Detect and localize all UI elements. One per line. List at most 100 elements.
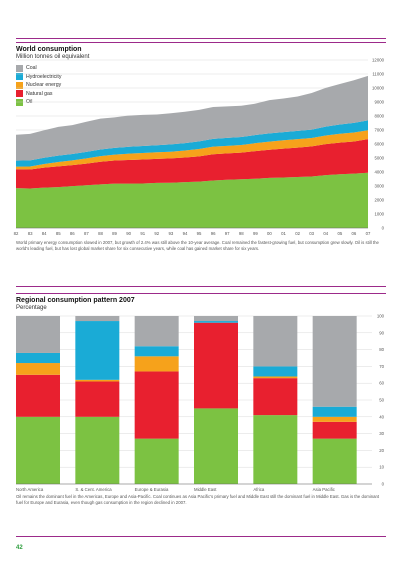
y-tick-label: 6000	[374, 142, 384, 147]
page-number: 42	[16, 545, 23, 551]
world-chart-note: World primary energy consumption slowed …	[16, 240, 379, 251]
bar-nuclear-energy	[253, 376, 298, 379]
bar-coal	[312, 316, 357, 407]
legend-label: Hydroelectricity	[26, 73, 62, 80]
legend-item-oil: Oil	[16, 98, 61, 107]
legend-swatch	[16, 81, 23, 89]
legend-item-coal: Coal	[16, 64, 61, 73]
area-coal	[16, 75, 368, 161]
bar-hydroelectricity	[312, 406, 357, 417]
y-tick-label: 2000	[374, 198, 384, 203]
bar-nuclear-energy	[16, 363, 60, 375]
bar-coal	[75, 316, 120, 322]
legend-swatch	[16, 98, 23, 106]
x-tick-label: 96	[211, 231, 216, 236]
bar-natural-gas	[312, 421, 357, 439]
y-tick-label: 4000	[374, 170, 384, 175]
x-tick-label: 94	[183, 231, 188, 236]
x-tick-label: 95	[197, 231, 202, 236]
y-tick-label: 1000	[374, 212, 384, 217]
x-tick-label: 92	[154, 231, 159, 236]
y-tick-label: 20	[379, 448, 384, 453]
x-category-label: Europe & Eurasia	[135, 487, 169, 492]
rule-bottom	[16, 536, 386, 537]
y-tick-label: 40	[379, 414, 384, 419]
bar-natural-gas	[134, 371, 179, 439]
legend-label: Oil	[26, 99, 33, 106]
world-chart-legend: Coal Hydroelectricity Nuclear energy Nat…	[16, 64, 61, 107]
x-tick-label: 90	[126, 231, 131, 236]
x-category-label: Middle East	[194, 487, 217, 492]
y-tick-label: 9000	[374, 100, 384, 105]
bar-hydroelectricity	[253, 366, 298, 377]
legend-swatch	[16, 64, 23, 72]
legend-item-hydro: Hydroelectricity	[16, 73, 61, 82]
y-tick-label: 5000	[374, 156, 384, 161]
bar-natural-gas	[253, 378, 298, 416]
y-tick-label: 50	[379, 398, 384, 403]
x-tick-label: 91	[140, 231, 145, 236]
bar-coal	[134, 316, 179, 347]
y-tick-label: 80	[379, 347, 384, 352]
x-tick-label: 86	[70, 231, 75, 236]
regional-chart-title: Regional consumption pattern 2007	[16, 297, 135, 304]
x-category-label: Asia Pacific	[313, 487, 336, 492]
legend-label: Natural gas	[26, 90, 53, 97]
y-tick-label: 0	[382, 226, 385, 231]
bar-oil	[75, 416, 120, 484]
x-tick-label: 04	[323, 231, 328, 236]
x-category-label: S. & Cent. America	[75, 487, 112, 492]
rule-mid-1	[16, 286, 386, 287]
regional-chart-note: Oil remains the dominant fuel in the Ame…	[16, 494, 380, 505]
legend-swatch	[16, 90, 23, 98]
bar-natural-gas	[16, 374, 60, 417]
regional-chart-subtitle: Percentage	[16, 305, 47, 311]
y-tick-label: 0	[382, 482, 385, 487]
y-tick-label: 90	[379, 330, 384, 335]
legend-label: Coal	[26, 65, 37, 72]
y-tick-label: 60	[379, 381, 384, 386]
bar-coal	[194, 316, 238, 322]
x-tick-label: 00	[267, 231, 272, 236]
y-tick-label: 30	[379, 431, 384, 436]
rule-top-1	[16, 38, 386, 39]
bar-hydroelectricity	[75, 321, 120, 380]
area-oil	[16, 172, 368, 228]
world-chart-title: World consumption	[16, 46, 82, 53]
y-tick-label: 7000	[374, 128, 384, 133]
y-tick-label: 10000	[372, 86, 385, 91]
bar-nuclear-energy	[134, 356, 179, 372]
x-tick-label: 85	[56, 231, 61, 236]
bar-oil	[134, 438, 179, 484]
x-tick-label: 05	[337, 231, 342, 236]
x-tick-label: 02	[295, 231, 300, 236]
x-tick-label: 89	[112, 231, 117, 236]
y-tick-label: 100	[377, 314, 385, 319]
legend-item-gas: Natural gas	[16, 90, 61, 99]
area-nuclear-energy	[16, 130, 368, 170]
x-tick-label: 83	[28, 231, 33, 236]
bar-hydroelectricity	[134, 346, 179, 357]
legend-label: Nuclear energy	[26, 82, 62, 89]
y-tick-label: 12000	[372, 58, 385, 63]
area-hydroelectricity	[16, 120, 368, 167]
y-tick-label: 8000	[374, 114, 384, 119]
bar-nuclear-energy	[312, 416, 357, 422]
bar-oil	[253, 415, 298, 484]
y-tick-label: 3000	[374, 184, 384, 189]
bar-coal	[16, 316, 60, 353]
bar-natural-gas	[75, 381, 120, 417]
bar-hydroelectricity	[16, 352, 60, 364]
bar-natural-gas	[194, 322, 238, 409]
bar-hydroelectricity	[194, 321, 238, 323]
bar-oil	[16, 416, 60, 484]
area-natural-gas	[16, 139, 368, 189]
y-tick-label: 70	[379, 364, 384, 369]
x-tick-label: 03	[309, 231, 314, 236]
x-category-label: North America	[16, 487, 44, 492]
y-tick-label: 10	[379, 465, 384, 470]
x-category-label: Africa	[253, 487, 265, 492]
x-tick-label: 01	[281, 231, 286, 236]
